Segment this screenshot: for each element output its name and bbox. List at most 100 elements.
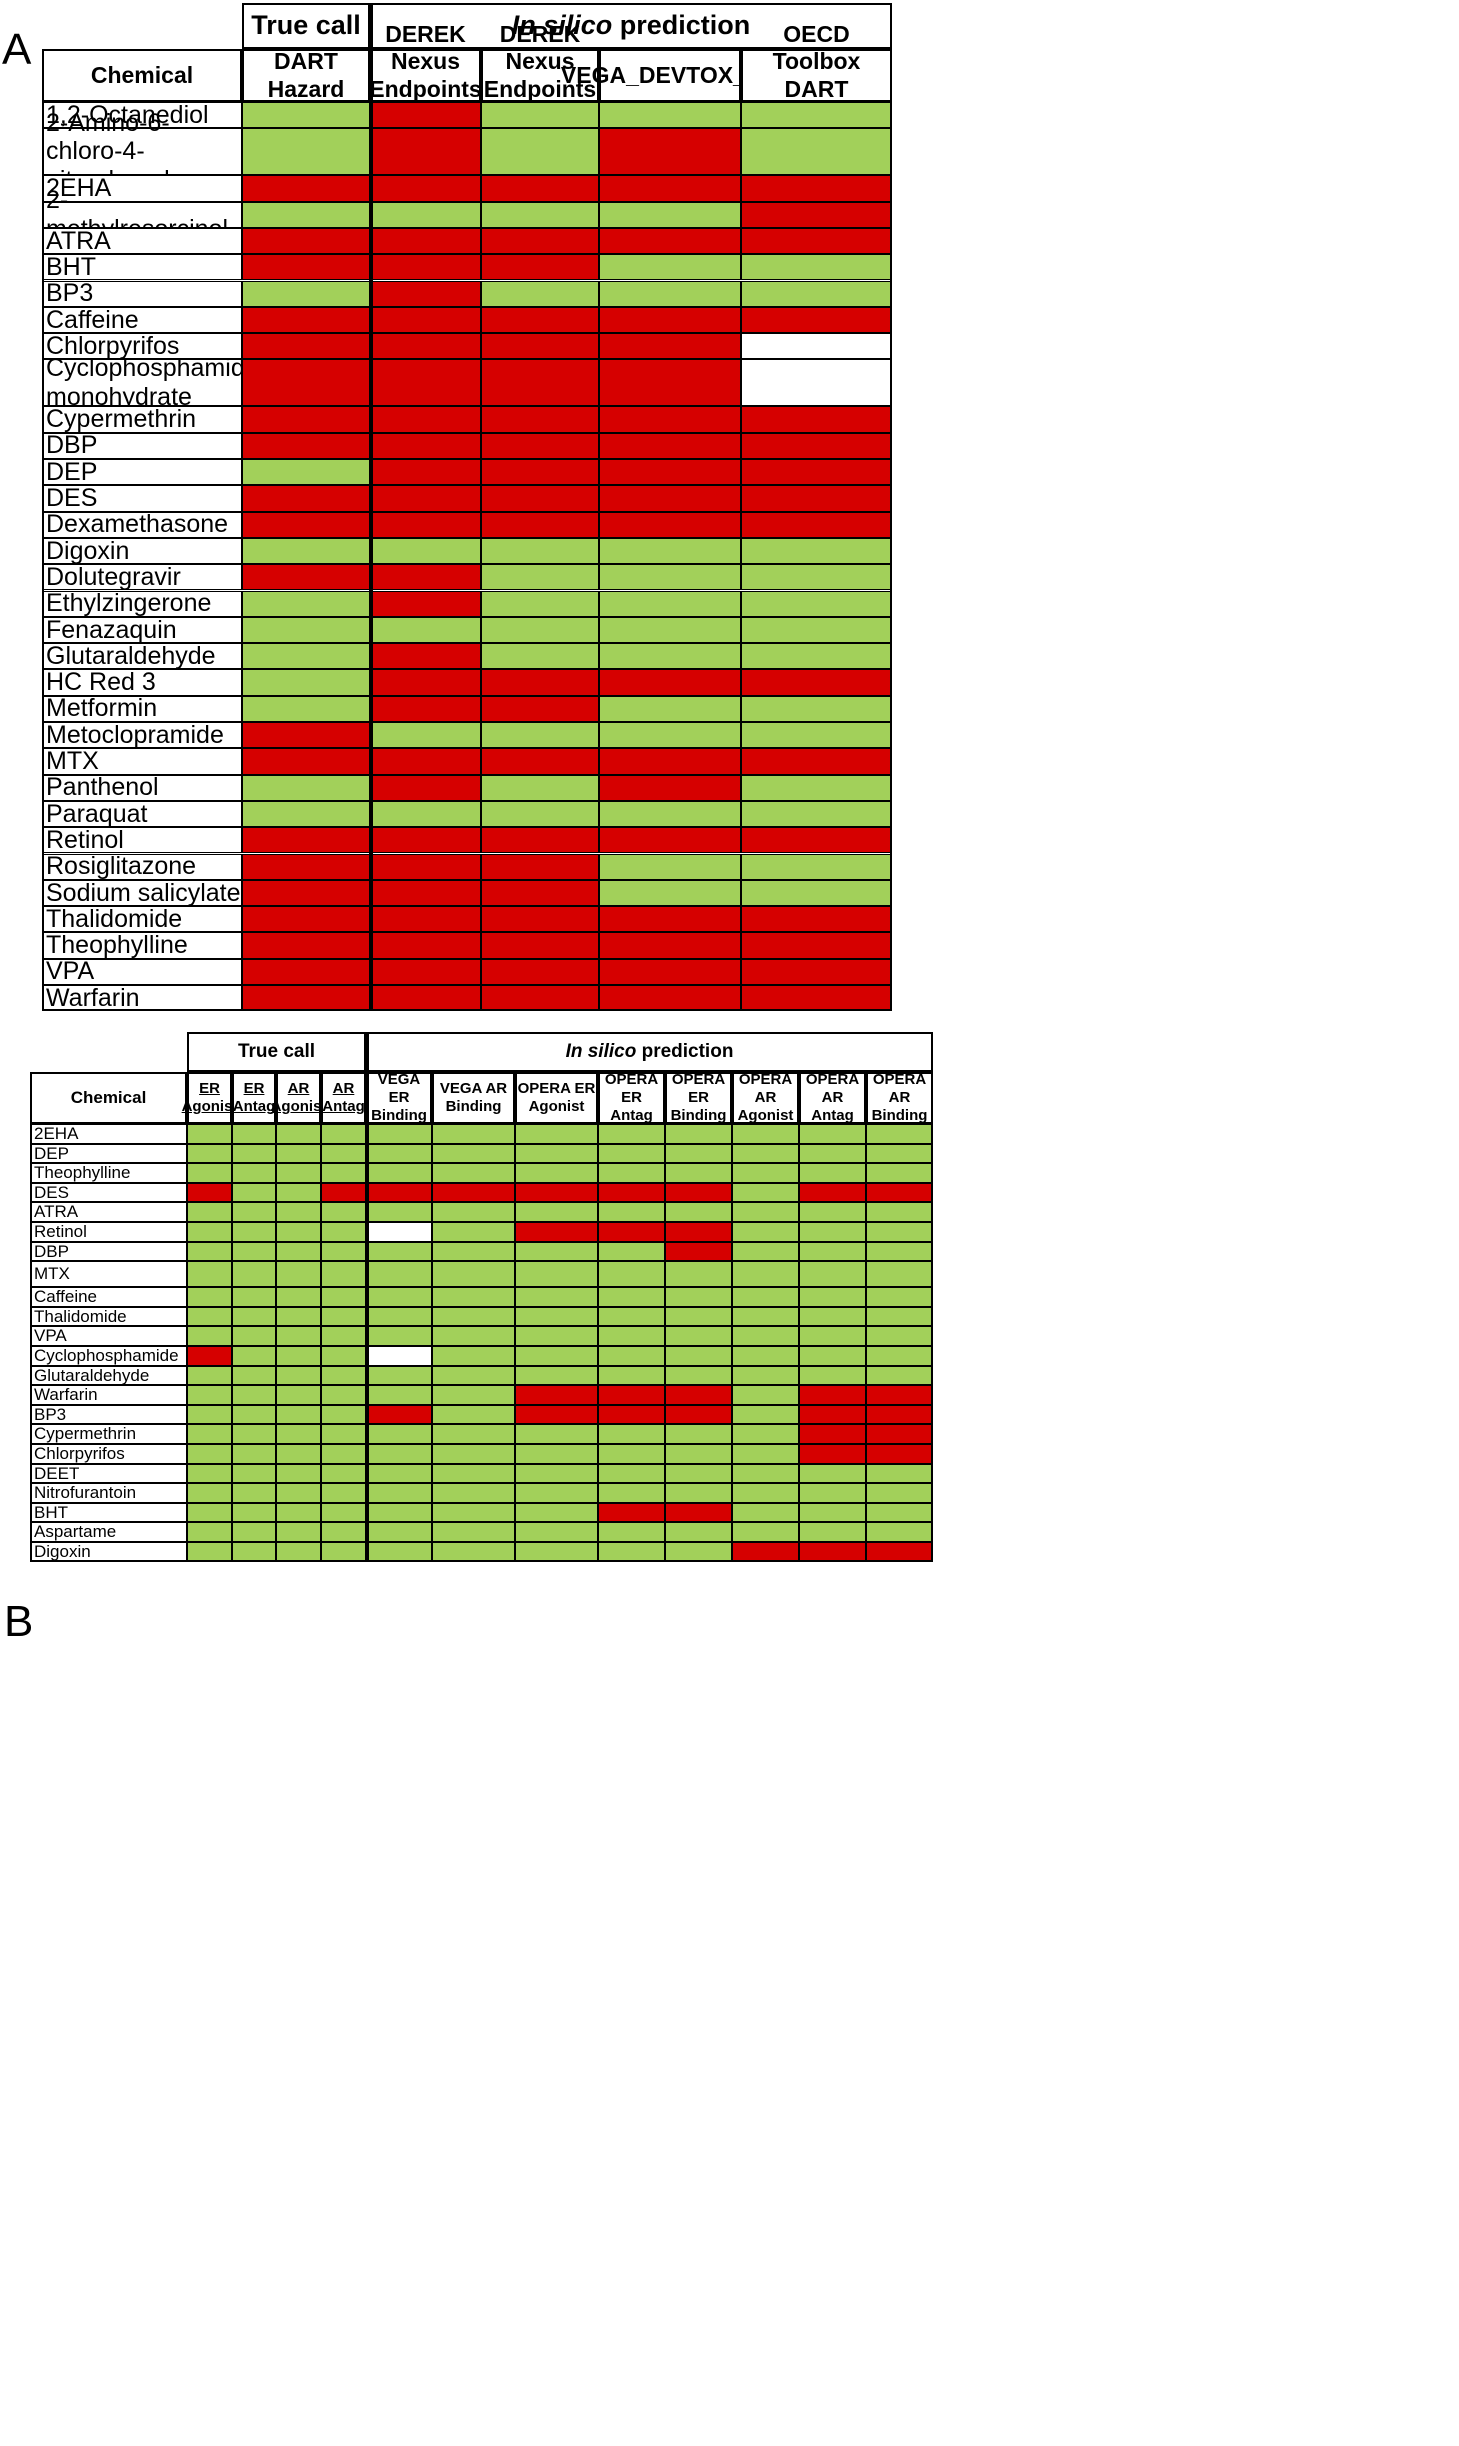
panel-b-cell [732,1124,799,1144]
panel-b-cell [866,1424,933,1444]
panel-a-cell [370,333,481,360]
panel-b-cell [665,1346,732,1366]
panel-b-cell [232,1463,276,1484]
panel-b-cell [276,1385,321,1405]
panel-b-cell [665,1163,732,1183]
panel-b-true-col-header: ER Agonist [182,1072,237,1124]
panel-b-cell [665,1143,732,1164]
panel-b-cell [515,1483,598,1503]
panel-b-chemical-name: Cyclophosphamide [30,1346,187,1366]
panel-a-cell [242,175,370,202]
panel-b-cell [866,1385,933,1405]
panel-b-label: B [4,1597,34,1646]
panel-a-group-in-silico-rest: prediction [612,10,751,41]
panel-b-cell [187,1542,232,1562]
panel-b-cell [276,1424,321,1444]
panel-b-cell [866,1346,933,1366]
panel-b-cell [432,1424,515,1444]
panel-b-cell [866,1182,933,1203]
panel-b-cell [366,1365,432,1386]
panel-a-chemical-name: DBP [42,431,242,459]
panel-b-cell [432,1222,515,1242]
panel-a-cell [741,827,892,854]
panel-b-cell [187,1182,232,1203]
panel-a-chemical-name: Cypermethrin [42,405,242,433]
panel-a-cell [741,932,892,959]
panel-b-cell [515,1463,598,1484]
panel-a-group-in-silico: In silico prediction [370,3,892,49]
panel-a-chemical-name: Digoxin [42,537,242,565]
panel-b-cell [321,1502,366,1523]
panel-b-cell [187,1404,232,1425]
panel-b-cell [799,1542,866,1562]
panel-b-cell [321,1404,366,1425]
panel-b-cell [232,1222,276,1242]
panel-a-cell [481,958,599,985]
panel-a-chemical-name: Cyclophosphamide monohydrate [42,354,259,411]
panel-b-cell [598,1143,665,1164]
panel-b-cell [276,1365,321,1386]
panel-b-chemical-name: Thalidomide [30,1306,187,1327]
panel-b-cell [276,1444,321,1464]
panel-b-cell [515,1326,598,1346]
panel-b-cell [432,1241,515,1262]
panel-b-cell [321,1463,366,1484]
panel-a-cell [599,459,741,486]
panel-a-cell [741,280,892,307]
panel-a-chemical-name: 1,2-Octanediol [42,101,242,129]
panel-b-group-in-silico-italic: In silico [565,1040,637,1062]
panel-a-cell [741,128,892,176]
panel-a-cell [599,128,741,176]
panel-b-cell [732,1346,799,1366]
panel-b-cell [432,1463,515,1484]
panel-b-cell [665,1424,732,1444]
panel-b-cell [665,1124,732,1144]
panel-b-cell [515,1241,598,1262]
panel-b-cell [432,1542,515,1562]
panel-b-cell [187,1463,232,1484]
panel-a-cell [481,932,599,959]
panel-b-cell [866,1261,933,1288]
panel-b-cell [866,1542,933,1562]
panel-b-cell [799,1306,866,1327]
panel-b-pred-col-header: OPERA ER Antag [598,1071,665,1124]
panel-b-cell [432,1261,515,1288]
panel-a-cell [741,722,892,749]
panel-b-cell [321,1287,366,1307]
panel-b-chemical-name: Chlorpyrifos [30,1444,187,1464]
panel-a-cell [481,432,599,459]
panel-a-cell [741,985,892,1012]
panel-a-cell [599,590,741,617]
panel-b-cell [232,1241,276,1262]
panel-a-cell [370,985,481,1012]
panel-a-cell [599,201,741,228]
panel-b-cell [366,1542,432,1562]
panel-b-cell [515,1306,598,1327]
panel-a-cell [599,853,741,880]
panel-b-cell [232,1522,276,1542]
panel-b-cell [598,1404,665,1425]
panel-a-cell [370,932,481,959]
panel-b-cell [515,1143,598,1164]
panel-a-cell [370,722,481,749]
panel-b-chemical-name: ATRA [30,1202,187,1222]
panel-b-cell [515,1124,598,1144]
panel-b-cell [665,1306,732,1327]
panel-b-chemical-name: MTX [30,1261,187,1288]
panel-a-cell [370,306,481,334]
panel-b-cell [732,1424,799,1444]
panel-b-cell [598,1483,665,1503]
panel-b-cell [432,1365,515,1386]
panel-a-cell [370,800,481,828]
panel-b-cell [515,1365,598,1386]
panel-a-cell [242,695,370,722]
panel-b-cell [799,1404,866,1425]
panel-a-cell [599,359,741,407]
panel-a-chemical-name: Theophylline [42,931,242,959]
panel-b-cell [187,1222,232,1242]
panel-a-cell [741,459,892,486]
panel-b-cell [799,1463,866,1484]
panel-b-cell [799,1261,866,1288]
panel-b-pred-col-header: VEGA ER Binding [366,1071,432,1124]
